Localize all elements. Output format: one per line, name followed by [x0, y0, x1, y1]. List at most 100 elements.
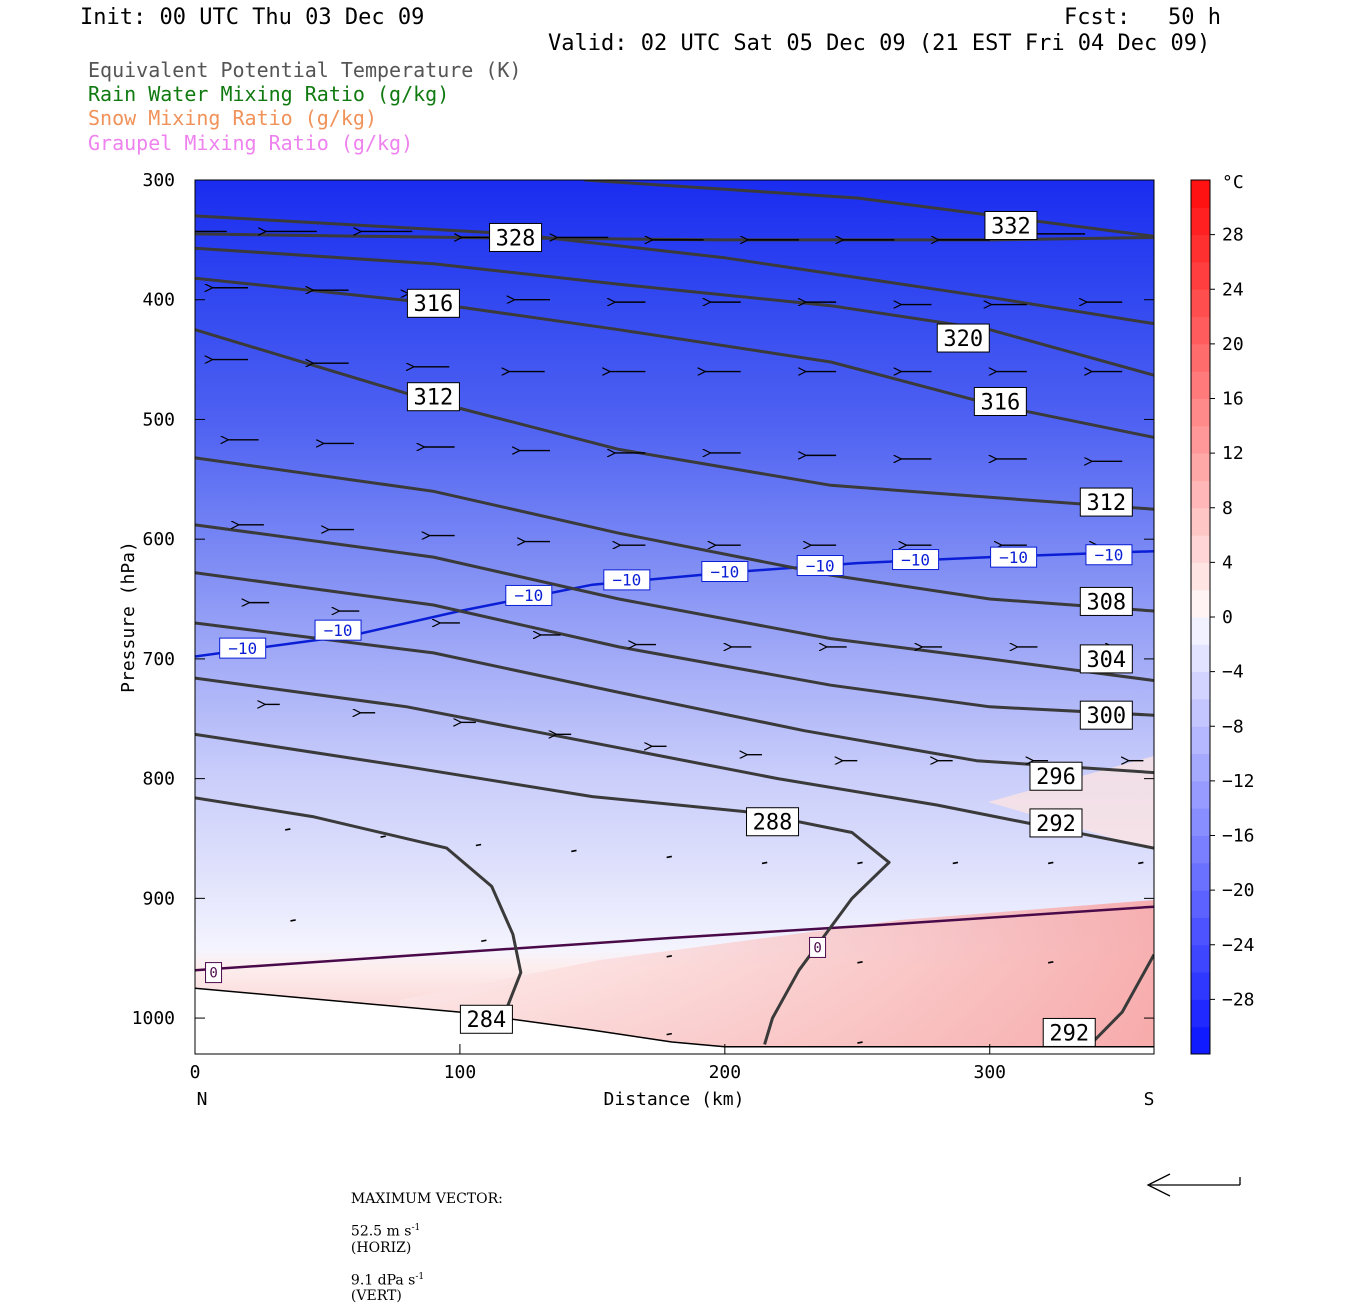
colorbar-tick-label: −24	[1222, 935, 1255, 956]
isotherm-zero-label: 0	[205, 962, 223, 984]
y-axis-label: Pressure (hPa)	[118, 541, 139, 693]
colorbar-tick-label: 20	[1222, 334, 1244, 355]
svg-text:−10: −10	[999, 548, 1028, 567]
svg-text:312: 312	[414, 386, 454, 411]
colorbar-swatch	[1191, 453, 1210, 481]
wind-vector	[290, 919, 296, 922]
svg-text:−10: −10	[612, 571, 641, 590]
theta-e-contour	[195, 621, 1154, 775]
theta-e-label: 296	[1029, 761, 1083, 791]
svg-text:312: 312	[1086, 491, 1126, 516]
svg-text:−10: −10	[228, 639, 257, 658]
max-vector-vert-suffix: (VERT)	[350, 1288, 402, 1304]
wind-vector	[285, 828, 291, 831]
legend-snow: Snow Mixing Ratio (g/kg)	[88, 106, 377, 130]
theta-e-contour	[195, 523, 1154, 682]
isotherm-minus10-label: −10	[892, 549, 940, 571]
colorbar-swatch	[1191, 753, 1210, 782]
svg-text:328: 328	[496, 226, 536, 251]
isotherm-minus10-label: −10	[219, 637, 267, 659]
isotherm-minus10-label: −10	[1085, 544, 1133, 566]
colorbar-tick-label: −28	[1222, 989, 1255, 1010]
colorbar-tick-label: −8	[1222, 716, 1244, 737]
theta-e-contour	[195, 246, 1154, 377]
theta-e-label: 300	[1079, 700, 1133, 730]
colorbar-swatch	[1191, 944, 1210, 973]
max-vector-horiz-exp: -1	[411, 1223, 421, 1233]
svg-text:332: 332	[991, 214, 1031, 239]
warm-shading	[400, 900, 1154, 1054]
svg-text:308: 308	[1086, 590, 1126, 615]
x-tick-label: 100	[444, 1062, 477, 1083]
colorbar-swatch	[1191, 261, 1210, 290]
svg-text:288: 288	[753, 811, 793, 836]
svg-text:−10: −10	[514, 586, 543, 605]
wind-vector	[666, 855, 673, 859]
svg-text:−10: −10	[901, 550, 930, 569]
theta-e-contour	[195, 456, 1154, 613]
x-tick-label: 0	[190, 1062, 201, 1083]
svg-text:300: 300	[1086, 704, 1126, 729]
theta-e-label: 332	[984, 210, 1038, 240]
y-tick-label: 900	[142, 888, 175, 909]
svg-text:−10: −10	[806, 556, 835, 575]
theta-e-label: 304	[1079, 644, 1133, 674]
colorbar-swatch	[1191, 316, 1210, 345]
theta-e-label: 320	[936, 323, 990, 353]
y-tick-label: 700	[142, 649, 175, 670]
colorbar-swatch	[1191, 207, 1210, 236]
colorbar-swatch	[1191, 398, 1210, 427]
colorbar-swatch	[1191, 562, 1210, 591]
colorbar-swatch	[1191, 589, 1210, 618]
svg-text:−10: −10	[324, 621, 353, 640]
theta-e-contour	[1089, 953, 1154, 1046]
y-tick-label: 800	[142, 769, 175, 790]
svg-text:316: 316	[414, 292, 454, 317]
colorbar-tick-label: 0	[1222, 607, 1233, 628]
colorbar-swatch	[1191, 917, 1210, 946]
y-tick-label: 500	[142, 409, 175, 430]
colorbar-swatch	[1191, 234, 1210, 263]
isotherm-minus10-label: −10	[505, 584, 553, 606]
svg-text:304: 304	[1086, 648, 1126, 673]
colorbar-swatch	[1191, 698, 1210, 727]
theta-e-label: 284	[459, 1004, 513, 1034]
max-vector-vert-value: 9.1 dPa s	[350, 1272, 416, 1289]
theta-e-contour	[195, 328, 1154, 511]
colorbar-tick-label: 16	[1222, 389, 1244, 410]
isotherm-zero-line	[195, 905, 1154, 972]
theta-e-label: 312	[1079, 487, 1133, 517]
wind-vector	[857, 861, 863, 865]
colorbar-swatch	[1191, 371, 1210, 399]
colorbar-swatch	[1191, 425, 1210, 454]
y-tick-label: 300	[142, 170, 175, 191]
theta-e-label: 312	[406, 382, 460, 412]
wind-vector	[857, 961, 863, 964]
wind-vector	[475, 843, 482, 847]
y-tick-label: 1000	[132, 1008, 175, 1029]
y-tick-label: 400	[142, 290, 175, 311]
max-vector-vert-exp: -1	[415, 1271, 425, 1282]
wind-vector	[761, 861, 768, 865]
colorbar-swatch	[1191, 808, 1210, 836]
endpoint-north: N	[197, 1089, 208, 1110]
svg-text:320: 320	[943, 327, 983, 352]
colorbar-swatch	[1191, 999, 1210, 1028]
colorbar-swatch	[1191, 890, 1210, 918]
below-ground-mask	[195, 988, 1154, 1054]
theta-e-contour	[195, 214, 1154, 326]
colorbar-tick-label: 12	[1222, 443, 1244, 464]
wind-vector	[857, 1041, 863, 1044]
max-vector-horiz-suffix: (HORIZ)	[350, 1239, 412, 1256]
colorbar-tick-label: −20	[1222, 880, 1255, 901]
theta-e-contour	[195, 232, 1154, 242]
wind-vector	[1047, 861, 1054, 865]
valid-time: Valid: 02 UTC Sat 05 Dec 09 (21 EST Fri …	[548, 31, 1211, 56]
wind-vector	[380, 835, 386, 838]
theta-e-label: 316	[973, 386, 1027, 416]
theta-e-contour	[195, 676, 1154, 850]
y-tick-label: 600	[142, 529, 175, 550]
colorbar-tick-label: 28	[1222, 225, 1244, 246]
wind-vector	[1047, 961, 1054, 964]
max-vector-label: MAXIMUM VECTOR:	[350, 1191, 503, 1207]
